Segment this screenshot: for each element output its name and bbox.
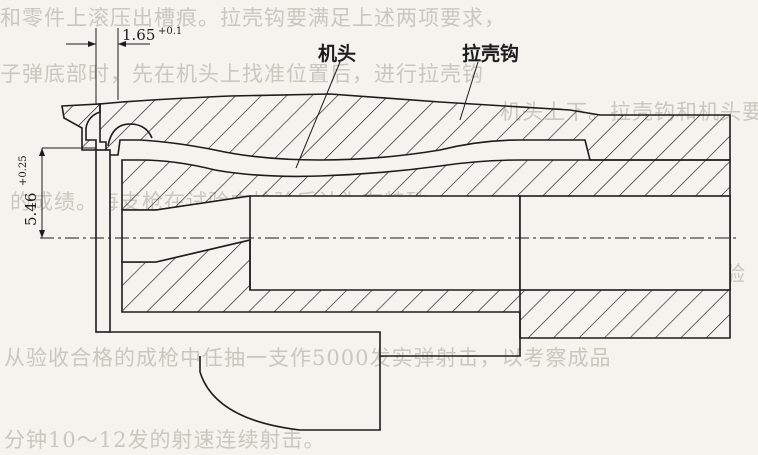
gap-dimension-value: 1.65	[122, 26, 155, 44]
extractor-label: 拉壳钩	[462, 42, 519, 65]
bolt-head-label: 机头	[318, 43, 356, 65]
gap-dimension-tolerance: +0.1	[158, 26, 182, 37]
extractor-leader	[459, 61, 479, 121]
bolt-head-leader	[295, 61, 341, 169]
extractor-body	[99, 93, 731, 161]
offset-dimension-value: 5.46	[22, 193, 40, 226]
offset-dimension-tolerance: +0.25	[18, 155, 29, 186]
background-text-line-1: 和零件上滚压出槽痕。拉壳钩要满足上述两项要求，	[0, 6, 506, 30]
extractor-hook	[61, 103, 101, 151]
bolt-face-plate	[95, 149, 111, 333]
receiver-lower-curve	[199, 356, 381, 431]
background-text-line-8: 从验收合格的成枪中任抽一支作5000发实弹射击，以考察成品	[4, 346, 612, 370]
receiver-outline	[110, 331, 521, 357]
background-text-line-2: 子弹底部时，先在机头上找准位置后，进行拉壳钩	[0, 62, 484, 86]
extractor-spring-arc	[107, 123, 153, 147]
background-text-line-9: 分钟10～12发的射速连续射击。	[4, 428, 326, 452]
firing-pin-bore	[121, 195, 521, 291]
